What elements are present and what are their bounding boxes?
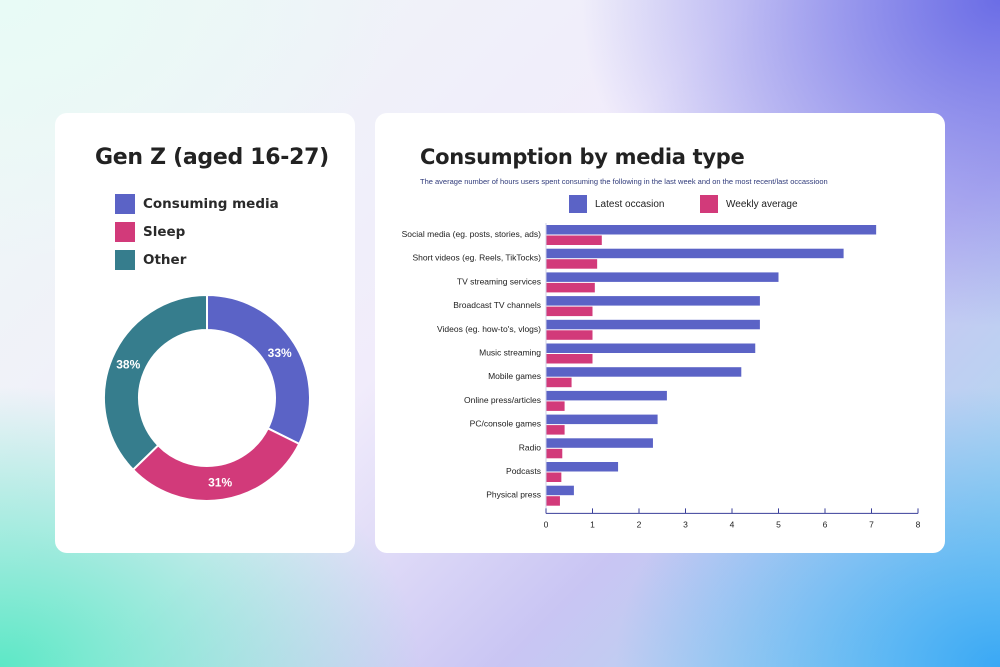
bar-weekly-average <box>546 472 562 482</box>
donut-value-label: 38% <box>116 358 140 372</box>
legend-item-weekly-average: Weekly average <box>700 195 798 213</box>
category-label: Short videos (eg. Reels, TikTocks) <box>413 253 542 263</box>
bar-latest-occasion <box>546 225 877 235</box>
bar-latest-occasion <box>546 319 760 330</box>
donut-value-label: 31% <box>208 475 232 489</box>
bar-latest-occasion <box>546 414 658 425</box>
legend-label: Consuming media <box>143 196 279 212</box>
x-tick-label: 5 <box>776 519 781 529</box>
category-label: Radio <box>519 442 541 452</box>
x-tick-label: 8 <box>916 519 921 529</box>
category-label: TV streaming services <box>457 276 541 286</box>
bar-weekly-average <box>546 377 572 388</box>
category-label: Videos (eg. how-to's, vlogs) <box>437 324 541 334</box>
media-type-title: Consumption by media type <box>420 145 745 169</box>
bar-weekly-average <box>546 235 602 245</box>
x-tick-label: 1 <box>590 519 595 529</box>
donut-slice-sleep <box>131 426 301 502</box>
bar-latest-occasion <box>546 248 844 259</box>
media-type-card: Consumption by media type The average nu… <box>375 113 945 553</box>
bar-latest-occasion <box>546 485 574 496</box>
bar-latest-occasion <box>546 462 619 472</box>
legend-label: Latest occasion <box>595 198 665 210</box>
x-tick-label: 0 <box>544 519 549 529</box>
donut-slice-consuming-media <box>206 293 311 446</box>
gen-z-title: Gen Z (aged 16-27) <box>95 145 329 170</box>
bar-chart: Social media (eg. posts, stories, ads) Sh… <box>402 223 921 529</box>
legend-item-sleep: Sleep <box>115 222 185 242</box>
bar-weekly-average <box>546 330 593 340</box>
bar-weekly-average <box>546 496 560 506</box>
bar-weekly-average <box>546 282 595 293</box>
category-label: Physical press <box>486 490 541 500</box>
bar-weekly-average <box>546 306 593 317</box>
bar-weekly-average <box>546 448 563 459</box>
gen-z-card: Gen Z (aged 16-27) Consuming media Sleep… <box>55 113 355 553</box>
x-tick-label: 7 <box>869 519 874 529</box>
category-label: Broadcast TV channels <box>453 300 541 310</box>
bar-latest-occasion <box>546 367 742 377</box>
category-label: Online press/articles <box>464 395 541 405</box>
legend-label: Weekly average <box>726 198 798 210</box>
legend-label: Sleep <box>143 224 186 240</box>
legend-label: Other <box>143 252 187 268</box>
x-tick-label: 4 <box>730 519 735 529</box>
bar-weekly-average <box>546 425 565 435</box>
legend-swatch-latest-occasion <box>569 195 587 213</box>
x-tick-label: 3 <box>683 519 688 529</box>
donut-value-label: 33% <box>268 346 292 360</box>
legend-item-latest-occasion: Latest occasion <box>569 195 665 213</box>
bar-weekly-average <box>546 354 593 364</box>
legend-item-consuming-media: Consuming media <box>115 194 279 214</box>
bar-weekly-average <box>546 259 598 269</box>
category-label: Podcasts <box>506 466 541 476</box>
bar-latest-occasion <box>546 438 653 448</box>
x-tick-label: 2 <box>637 519 642 529</box>
bar-weekly-average <box>546 401 565 411</box>
bar-latest-occasion <box>546 296 760 306</box>
category-label: Mobile games <box>488 371 541 381</box>
x-tick-label: 6 <box>823 519 828 529</box>
legend-swatch-other <box>115 250 135 270</box>
category-label: PC/console games <box>470 419 541 429</box>
legend-swatch-weekly-average <box>700 195 718 213</box>
donut-chart: 33% 31% 38% <box>103 293 311 502</box>
bar-latest-occasion <box>546 343 756 353</box>
category-label: Music streaming <box>479 348 541 358</box>
donut-slice-other <box>103 293 208 472</box>
media-type-subtitle: The average number of hours users spent … <box>420 177 828 186</box>
legend-swatch-consuming-media <box>115 194 135 214</box>
bar-latest-occasion <box>546 390 667 401</box>
category-label: Social media (eg. posts, stories, ads) <box>402 229 542 239</box>
legend-swatch-sleep <box>115 222 135 242</box>
bar-latest-occasion <box>546 272 779 282</box>
legend-item-other: Other <box>115 250 186 270</box>
